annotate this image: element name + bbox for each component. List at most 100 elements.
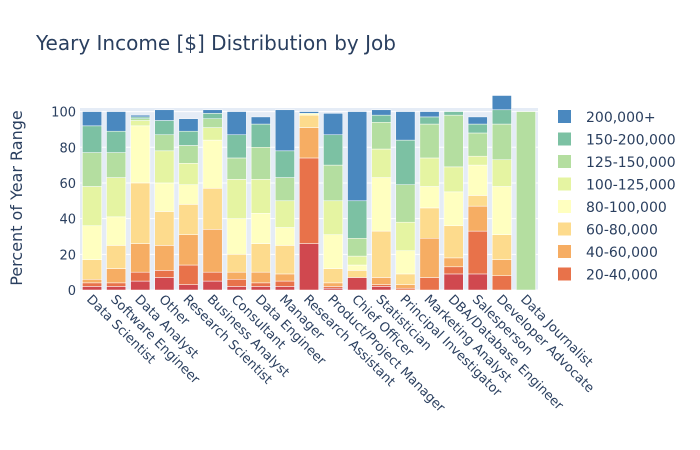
bar-segment[interactable] <box>226 286 247 291</box>
bar-segment[interactable] <box>467 273 488 291</box>
bar-segment[interactable] <box>82 286 102 291</box>
legend-item[interactable]: 40-60,000 <box>558 245 658 261</box>
bar-segment[interactable] <box>323 164 343 202</box>
bar-segment[interactable] <box>491 95 512 111</box>
bar-segment[interactable] <box>395 139 416 185</box>
legend-item[interactable]: 125-150,000 <box>558 155 676 171</box>
bar-segment[interactable] <box>491 259 512 276</box>
bar-segment[interactable] <box>154 270 175 278</box>
bar-segment[interactable] <box>299 113 319 116</box>
bar-segment[interactable] <box>178 204 199 235</box>
bar-segment[interactable] <box>130 120 151 127</box>
bar-segment[interactable] <box>250 147 271 180</box>
bar-segment[interactable] <box>106 216 127 246</box>
bar-segment[interactable] <box>323 113 343 136</box>
bar-segment[interactable] <box>250 213 271 244</box>
bar-segment[interactable] <box>323 234 343 269</box>
bar-segment[interactable] <box>275 286 295 291</box>
bar-segment[interactable] <box>106 268 127 284</box>
bar-segment[interactable] <box>275 245 295 275</box>
bar-segment[interactable] <box>467 230 488 275</box>
bar-segment[interactable] <box>154 245 175 271</box>
bar-segment[interactable] <box>226 134 247 159</box>
bar-segment[interactable] <box>467 205 488 232</box>
bar-segment[interactable] <box>419 238 440 278</box>
bar-segment[interactable] <box>154 134 175 152</box>
bar-segment[interactable] <box>347 264 368 271</box>
bar-segment[interactable] <box>82 186 102 227</box>
bar-segment[interactable] <box>178 284 199 291</box>
bar-segment[interactable] <box>323 287 343 291</box>
legend-item[interactable]: 150-200,000 <box>558 132 676 149</box>
bar-segment[interactable] <box>395 221 416 251</box>
bar-segment[interactable] <box>299 114 319 128</box>
bar-segment[interactable] <box>106 130 127 153</box>
bar-segment[interactable] <box>419 116 440 125</box>
bar-segment[interactable] <box>491 159 512 187</box>
bar-segment[interactable] <box>443 111 464 116</box>
bar-segment[interactable] <box>106 152 127 178</box>
bar-segment[interactable] <box>154 109 175 121</box>
bar-segment[interactable] <box>395 284 416 289</box>
bar-segment[interactable] <box>226 157 247 180</box>
bar-segment[interactable] <box>250 282 271 287</box>
bar-segment[interactable] <box>226 279 247 287</box>
bar-segment[interactable] <box>178 118 199 132</box>
bar-segment[interactable] <box>250 243 271 273</box>
bar-segment[interactable] <box>275 109 295 152</box>
bar-segment[interactable] <box>443 166 464 193</box>
bar-segment[interactable] <box>250 179 271 214</box>
bar-segment[interactable] <box>226 218 247 255</box>
bar-segment[interactable] <box>467 116 488 125</box>
bar-segment[interactable] <box>347 200 368 239</box>
bar-segment[interactable] <box>299 243 319 291</box>
bar-segment[interactable] <box>154 211 175 246</box>
bar-segment[interactable] <box>154 182 175 212</box>
bar-segment[interactable] <box>347 238 368 257</box>
bar-segment[interactable] <box>371 286 392 291</box>
bar-segment[interactable] <box>250 123 271 148</box>
bar-segment[interactable] <box>202 139 223 189</box>
bar-segment[interactable] <box>467 155 488 166</box>
bar-segment[interactable] <box>443 273 464 291</box>
bar-segment[interactable] <box>347 270 368 278</box>
legend-item[interactable]: 100-125,000 <box>558 177 676 194</box>
bar-segment[interactable] <box>323 286 343 289</box>
bar-segment[interactable] <box>491 275 512 291</box>
bar-segment[interactable] <box>323 282 343 287</box>
bar-segment[interactable] <box>419 123 440 159</box>
bar-segment[interactable] <box>395 273 416 285</box>
bar-segment[interactable] <box>443 114 464 168</box>
bar-segment[interactable] <box>178 130 199 146</box>
bar-segment[interactable] <box>154 277 175 291</box>
bar-segment[interactable] <box>299 157 319 244</box>
bar-segment[interactable] <box>202 113 223 119</box>
bar-segment[interactable] <box>178 184 199 205</box>
bar-segment[interactable] <box>106 177 127 218</box>
bar-segment[interactable] <box>371 177 392 232</box>
bar-segment[interactable] <box>82 259 102 280</box>
bar-segment[interactable] <box>106 282 127 287</box>
bar-segment[interactable] <box>202 127 223 141</box>
bar-segment[interactable] <box>299 127 319 159</box>
bar-segment[interactable] <box>82 111 102 127</box>
bar-segment[interactable] <box>395 111 416 141</box>
bar-segment[interactable] <box>202 188 223 230</box>
bar-segment[interactable] <box>178 234 199 266</box>
bar-segment[interactable] <box>226 179 247 219</box>
bar-segment[interactable] <box>250 286 271 291</box>
bar-segment[interactable] <box>419 157 440 187</box>
bar-segment[interactable] <box>347 255 368 266</box>
bar-segment[interactable] <box>467 164 488 196</box>
bar-segment[interactable] <box>419 207 440 239</box>
bar-segment[interactable] <box>443 266 464 275</box>
legend-item[interactable]: 80-100,000 <box>558 200 667 216</box>
bar-segment[interactable] <box>106 286 127 291</box>
legend-item[interactable]: 200,000+ <box>558 110 656 126</box>
bar-segment[interactable] <box>467 132 488 157</box>
bar-segment[interactable] <box>323 134 343 166</box>
bar-segment[interactable] <box>371 114 392 123</box>
bar-segment[interactable] <box>226 271 247 280</box>
bar-segment[interactable] <box>154 120 175 136</box>
bar-segment[interactable] <box>467 195 488 207</box>
